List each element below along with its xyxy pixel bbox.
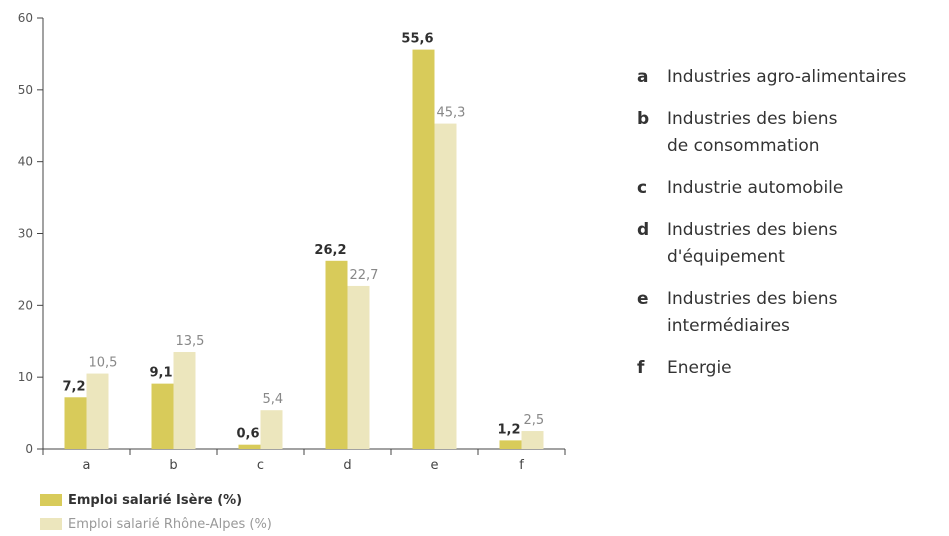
bar-isere xyxy=(499,440,522,449)
x-category-label: e xyxy=(431,458,439,473)
value-label-rhone-alpes: 13,5 xyxy=(176,334,205,349)
y-tick-label: 0 xyxy=(25,442,33,456)
value-label-rhone-alpes: 22,7 xyxy=(350,268,379,283)
chart-bars xyxy=(64,49,544,450)
y-tick-label: 20 xyxy=(18,298,33,312)
category-key-letter: c xyxy=(637,178,648,198)
chart-axes: 0 10 20 30 40 50 60 xyxy=(18,11,566,456)
value-label-isere: 9,1 xyxy=(149,366,172,381)
category-key-b: b Industries des biens de consommation xyxy=(637,106,949,160)
chart-legend: Emploi salarié Isère (%) Emploi salarié … xyxy=(40,488,272,536)
legend-label-rhone-alpes: Emploi salarié Rhône-Alpes (%) xyxy=(68,516,272,532)
category-key-a: a Industries agro-alimentaires xyxy=(637,64,949,91)
bar-isere xyxy=(64,397,87,449)
chart-labels: a 7,2 10,5 b 9,1 13,5 c 0,6 5,4 d 26,2 22,7 e 55,6 45,… xyxy=(62,32,544,473)
category-key-letter: b xyxy=(637,109,650,129)
value-label-isere: 0,6 xyxy=(236,427,259,442)
bar-rhone-alpes xyxy=(173,352,196,449)
category-key-text: Energie xyxy=(667,358,732,378)
category-key-e: e Industries des biens intermédiaires xyxy=(637,286,949,340)
bar-rhone-alpes xyxy=(521,431,544,449)
category-key-letter: d xyxy=(637,220,650,240)
category-key-list: a Industries agro-alimentaires b Industr… xyxy=(637,64,949,382)
category-key-letter: a xyxy=(637,67,649,87)
x-category-label: a xyxy=(83,458,91,473)
category-key-text: Industries agro-alimentaires xyxy=(667,67,907,87)
legend-item-isere: Emploi salarié Isère (%) xyxy=(40,488,272,512)
bar-chart: 0 10 20 30 40 50 60 a 7,2 10,5 b 9,1 13,5 c 0,6 5,4 d 26… xyxy=(18,11,566,473)
bar-isere xyxy=(325,260,348,449)
value-label-isere: 55,6 xyxy=(401,32,433,47)
value-label-rhone-alpes: 10,5 xyxy=(89,356,118,371)
y-tick-label: 40 xyxy=(18,155,33,169)
bar-rhone-alpes xyxy=(86,373,109,449)
category-key-text: Industries des biens de consommation xyxy=(667,109,838,156)
legend-swatch-isere xyxy=(40,494,62,506)
category-key-text: Industries des biens d'équipement xyxy=(667,220,838,267)
bar-rhone-alpes xyxy=(347,285,370,449)
legend-item-rhone-alpes: Emploi salarié Rhône-Alpes (%) xyxy=(40,512,272,536)
category-key-f: f Energie xyxy=(637,355,949,382)
bar-isere xyxy=(238,444,261,449)
x-category-label: d xyxy=(343,458,351,473)
value-label-isere: 7,2 xyxy=(62,379,85,394)
legend-label-isere: Emploi salarié Isère (%) xyxy=(68,492,243,508)
category-key-letter: e xyxy=(637,289,649,309)
value-label-isere: 1,2 xyxy=(497,422,520,437)
value-label-isere: 26,2 xyxy=(314,243,346,258)
y-tick-label: 10 xyxy=(18,370,33,384)
x-category-label: c xyxy=(257,458,264,473)
category-key-letter: f xyxy=(637,358,645,378)
bar-isere xyxy=(151,383,174,449)
category-key-d: d Industries des biens d'équipement xyxy=(637,217,949,271)
bar-isere xyxy=(412,49,435,450)
y-tick-label: 60 xyxy=(18,11,33,25)
bar-rhone-alpes xyxy=(434,123,457,449)
x-category-label: b xyxy=(169,458,177,473)
y-tick-label: 50 xyxy=(18,83,33,97)
category-key-text: Industries des biens intermédiaires xyxy=(667,289,838,336)
value-label-rhone-alpes: 45,3 xyxy=(437,106,466,121)
category-key-text: Industrie automobile xyxy=(667,178,844,198)
x-category-label: f xyxy=(519,458,524,473)
value-label-rhone-alpes: 2,5 xyxy=(524,413,545,428)
legend-swatch-rhone-alpes xyxy=(40,518,62,530)
y-tick-label: 30 xyxy=(18,227,33,241)
category-key-c: c Industrie automobile xyxy=(637,175,949,202)
value-label-rhone-alpes: 5,4 xyxy=(263,392,284,407)
bar-rhone-alpes xyxy=(260,410,283,449)
